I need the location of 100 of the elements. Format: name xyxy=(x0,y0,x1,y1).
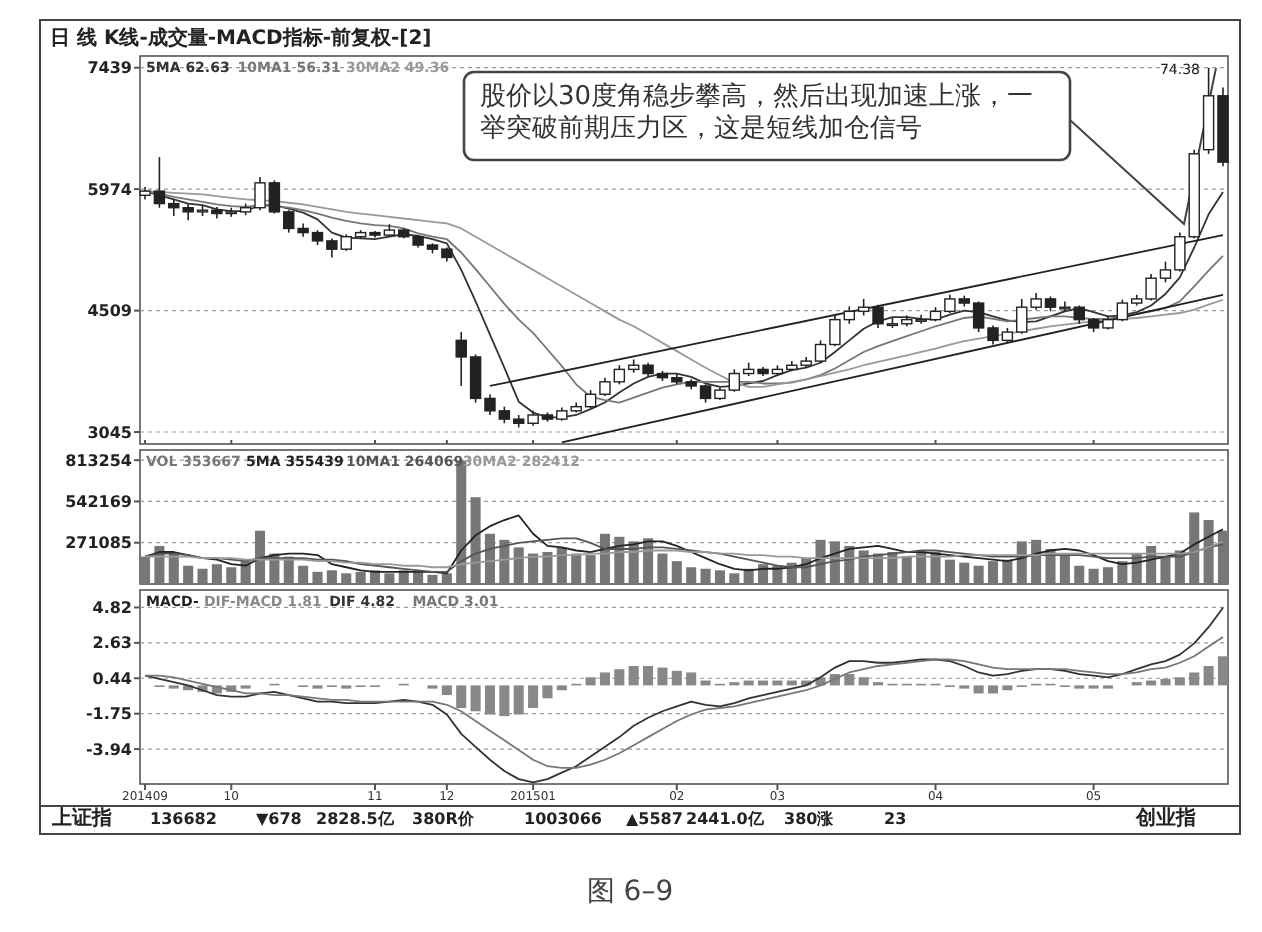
bar xyxy=(341,573,352,584)
bar xyxy=(542,685,553,699)
bar xyxy=(930,552,941,584)
bar xyxy=(384,573,395,584)
bar xyxy=(441,685,452,696)
y-tick-label: -3.94 xyxy=(85,740,133,759)
text: ▲5587 xyxy=(626,810,683,828)
bar xyxy=(944,559,955,584)
bar xyxy=(714,570,725,584)
text: 上证指 xyxy=(50,806,112,830)
bar xyxy=(844,674,855,686)
bar xyxy=(1160,556,1171,584)
bar xyxy=(484,533,495,584)
bar xyxy=(312,571,323,584)
bar xyxy=(643,665,654,686)
bar xyxy=(1203,665,1214,686)
bar xyxy=(599,533,610,584)
bar xyxy=(1203,520,1214,584)
annotation: 股价以30度角稳步攀高，然后出现加速上涨，一举突破前期压力区，这是短线加仓信号 xyxy=(480,80,1034,144)
bar xyxy=(585,677,596,686)
bar xyxy=(901,556,912,584)
bar xyxy=(528,685,539,709)
bar xyxy=(599,672,610,686)
bar xyxy=(973,565,984,584)
bar xyxy=(1074,565,1085,584)
bar xyxy=(959,562,970,584)
bar xyxy=(1088,568,1099,584)
bar xyxy=(671,670,682,686)
text: 2828.5亿 xyxy=(316,810,396,828)
bar xyxy=(513,685,524,715)
bar xyxy=(1217,656,1228,686)
y-tick-label: 5974 xyxy=(87,180,133,199)
text: 380R价 xyxy=(412,810,476,828)
bar xyxy=(987,685,999,694)
bar xyxy=(628,665,639,686)
bar xyxy=(585,555,596,584)
y-tick-label: 0.44 xyxy=(92,669,133,688)
bar xyxy=(686,672,697,686)
y-tick-label: 3045 xyxy=(87,423,133,442)
bar xyxy=(326,570,337,584)
bar xyxy=(1174,677,1185,686)
bar xyxy=(1117,561,1128,584)
bar xyxy=(542,552,553,584)
line-series xyxy=(144,514,1224,575)
y-tick-label: 7439 xyxy=(87,59,133,78)
text: 23 xyxy=(884,810,907,828)
bar xyxy=(470,497,481,584)
bar xyxy=(1160,678,1171,686)
bar xyxy=(1059,555,1070,584)
bar xyxy=(657,553,668,584)
bar xyxy=(614,669,625,686)
bar xyxy=(1189,512,1200,584)
bar xyxy=(671,561,682,584)
bar xyxy=(140,556,151,584)
text: 380涨 xyxy=(784,810,836,828)
bar xyxy=(729,573,740,584)
y-tick-label: 271085 xyxy=(65,534,133,553)
line-series xyxy=(144,606,1224,784)
bar xyxy=(987,561,999,584)
bar xyxy=(226,567,237,584)
bar xyxy=(470,685,481,712)
bar xyxy=(1189,672,1200,686)
bar xyxy=(556,547,567,584)
y-tick-label: -1.75 xyxy=(85,705,133,724)
text: 1003066 xyxy=(524,810,603,828)
text: 2441.0亿 xyxy=(686,810,766,828)
bar xyxy=(1002,685,1013,691)
bar xyxy=(513,547,524,584)
bar xyxy=(298,565,309,584)
bar xyxy=(1002,559,1013,584)
bar xyxy=(427,574,438,584)
bar xyxy=(168,553,179,584)
bar xyxy=(1031,539,1042,584)
bar xyxy=(686,567,697,584)
bar xyxy=(499,685,510,717)
text: 创业指 xyxy=(1134,806,1196,830)
line-series xyxy=(144,635,1224,769)
chart-title: 日 线 K线-成交量-MACD指标-前复权-[2] xyxy=(50,26,432,50)
y-tick-label: 4509 xyxy=(87,302,133,321)
bar xyxy=(528,553,539,584)
y-tick-label: 4.82 xyxy=(92,599,132,618)
bar xyxy=(1102,567,1114,584)
bar xyxy=(484,685,495,715)
bar xyxy=(1217,530,1228,584)
y-tick-label: 542169 xyxy=(65,493,133,512)
bar xyxy=(499,539,510,584)
bar xyxy=(183,565,194,584)
bar xyxy=(700,568,711,584)
bar xyxy=(456,685,467,709)
y-tick-label: 2.63 xyxy=(92,634,132,653)
text: 136682 xyxy=(150,810,217,828)
bar xyxy=(858,677,869,686)
bar xyxy=(441,573,452,584)
y-tick-label: 813254 xyxy=(65,451,133,470)
caption: 图 6–9 xyxy=(586,876,674,908)
bar xyxy=(657,667,668,686)
bar xyxy=(571,553,582,584)
bar xyxy=(973,685,984,694)
bar xyxy=(254,530,266,584)
text: ▼678 xyxy=(256,810,303,828)
